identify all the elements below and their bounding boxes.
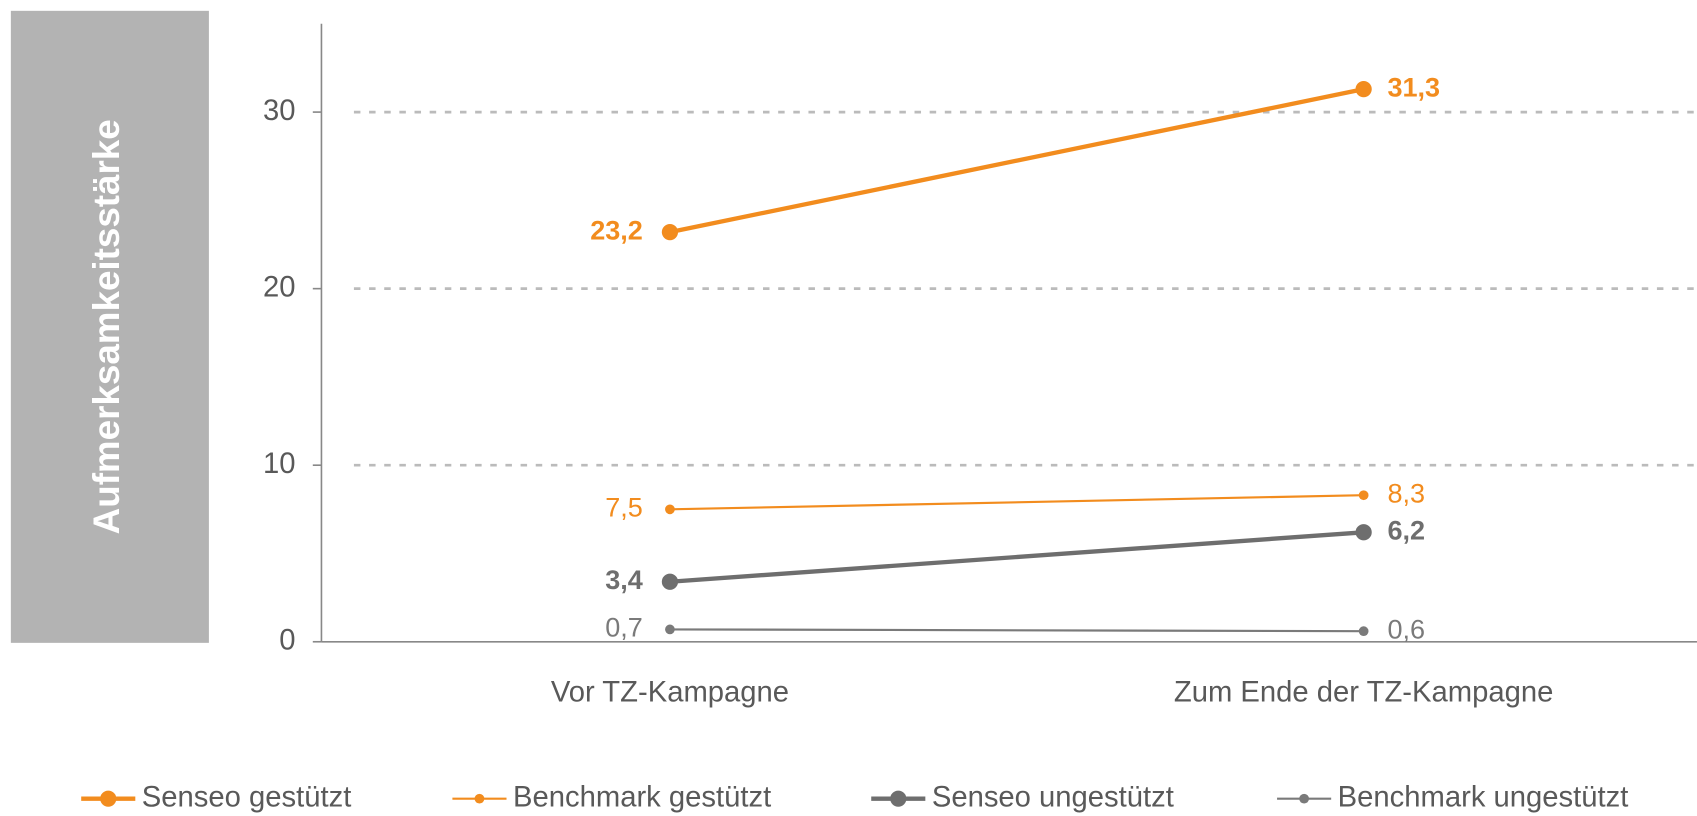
series-line <box>669 628 1364 633</box>
x-tick-label: Vor TZ-Kampagne <box>551 676 789 708</box>
data-point <box>665 504 675 515</box>
data-point <box>1355 524 1372 541</box>
y-tick-label: 0 <box>279 624 295 656</box>
legend-marker <box>474 793 485 804</box>
data-label: 0,7 <box>605 613 643 643</box>
data-point <box>665 624 675 635</box>
legend-label: Benchmark gestützt <box>513 781 771 813</box>
legend-marker <box>1299 793 1309 804</box>
y-tick-label: 10 <box>263 448 296 480</box>
series-line <box>669 494 1364 511</box>
data-point <box>1355 81 1372 98</box>
legend-marker <box>890 790 907 807</box>
data-label: 31,3 <box>1387 72 1440 102</box>
y-label-box <box>10 10 209 643</box>
data-point <box>1358 626 1369 637</box>
legend-label: Senseo gestützt <box>142 781 352 813</box>
x-tick-label: Zum Ende der TZ-Kampagne <box>1174 676 1554 708</box>
data-label: 8,3 <box>1387 478 1425 508</box>
data-label: 0,6 <box>1387 614 1425 644</box>
data-label: 3,4 <box>605 565 643 595</box>
legend-label: Senseo ungestützt <box>932 781 1174 813</box>
data-label: 23,2 <box>590 215 643 245</box>
series-line <box>669 530 1364 584</box>
legend-marker <box>100 790 117 807</box>
data-point <box>661 224 679 241</box>
data-label: 7,5 <box>605 492 643 522</box>
data-label: 6,2 <box>1387 515 1425 545</box>
y-tick-label: 20 <box>263 271 296 303</box>
data-point <box>661 573 679 590</box>
legend-label: Benchmark ungestützt <box>1338 781 1629 813</box>
y-axis-title: Aufmerksamkeitsstärke <box>86 119 127 534</box>
data-point <box>1358 490 1369 501</box>
series-line <box>669 87 1365 235</box>
y-tick-label: 30 <box>263 95 296 127</box>
